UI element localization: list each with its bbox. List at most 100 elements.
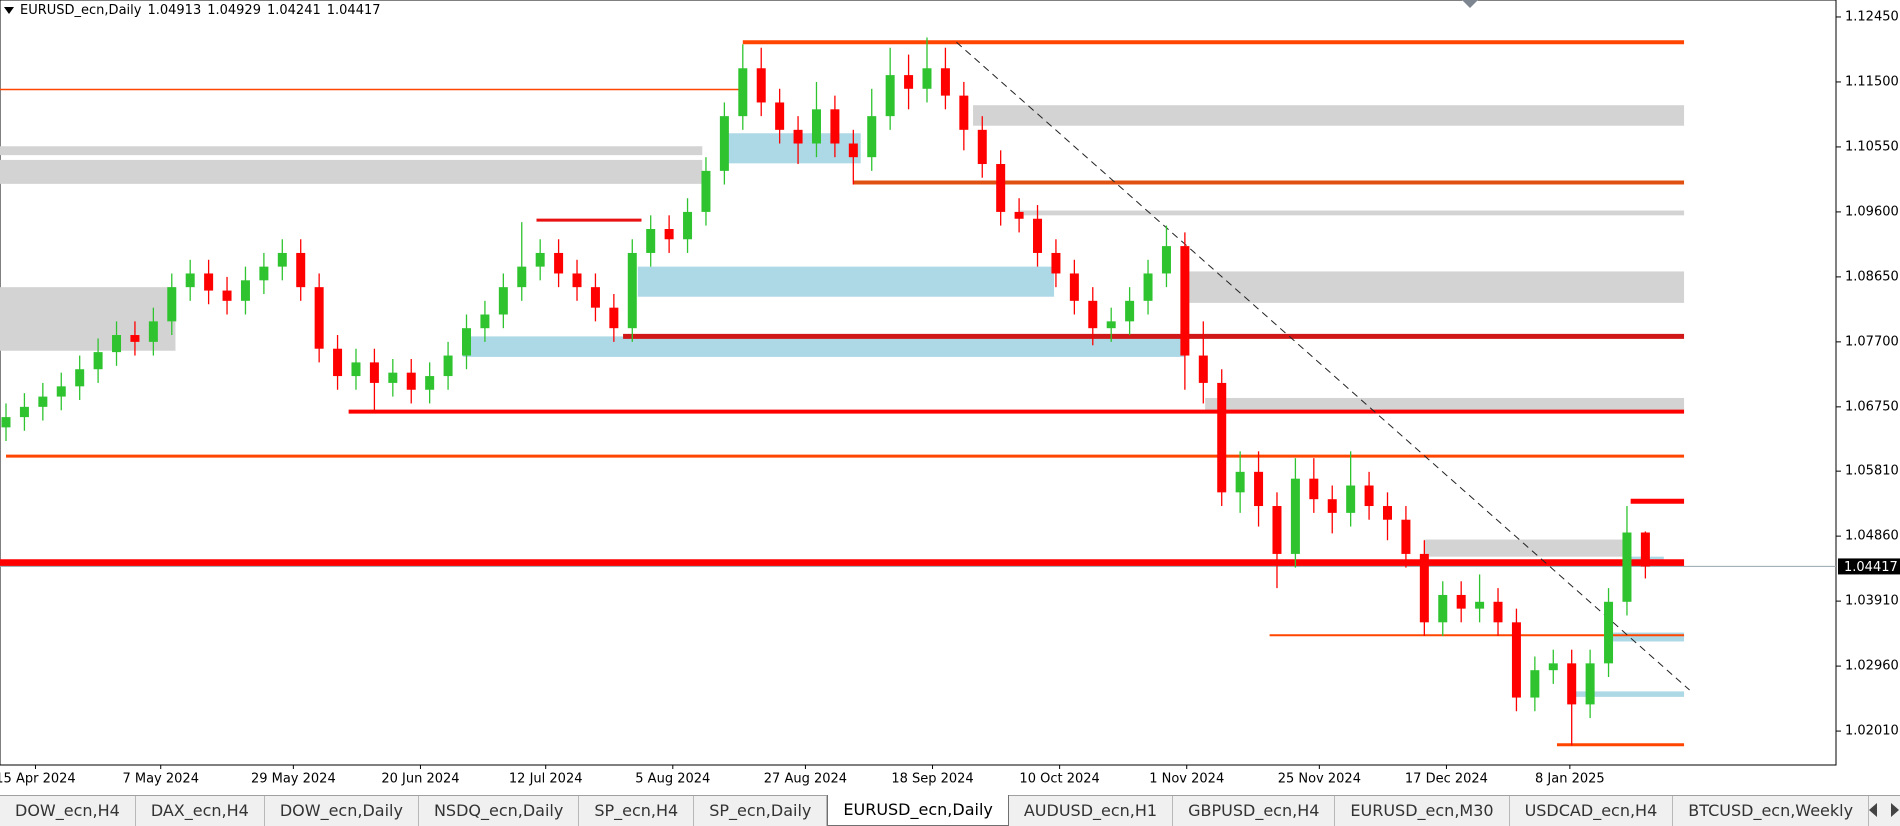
y-tick-label: 1.06750 — [1845, 399, 1899, 414]
candle-body — [1014, 211, 1024, 219]
symbol-tab[interactable]: SP_ecn,Daily — [694, 796, 828, 826]
low-value: 1.04241 — [266, 3, 321, 18]
x-tick-label: 10 Oct 2024 — [1019, 772, 1099, 787]
candle-body — [222, 290, 232, 301]
candle-body — [167, 287, 177, 322]
symbol-tab[interactable]: BTCUSD_ecn,Weekly — [1673, 796, 1870, 826]
y-tick-label: 1.02960 — [1845, 659, 1899, 674]
candle-body — [885, 75, 895, 117]
zone — [1571, 691, 1685, 697]
x-tick-label: 1 Nov 2024 — [1149, 772, 1224, 787]
scroll-left[interactable] — [1869, 803, 1878, 817]
symbol-tab[interactable]: DOW_ecn,Daily — [265, 796, 419, 826]
candle-body — [609, 307, 619, 329]
symbol-tab[interactable]: GBPUSD_ecn,H4 — [1173, 796, 1336, 826]
tab-bar: DOW_ecn,H4 DAX_ecn,H4 DOW_ecn,Daily NSDQ_ec… — [0, 795, 1900, 826]
zone — [1019, 210, 1685, 216]
zone — [0, 159, 703, 184]
candle-body — [1511, 622, 1521, 698]
plot-frame — [0, 0, 1837, 766]
open-value: 1.04913 — [147, 3, 202, 18]
menu-arrow[interactable] — [4, 7, 14, 14]
candle-body — [296, 252, 306, 288]
high-value: 1.04929 — [207, 3, 261, 18]
y-tick-label: 1.09600 — [1845, 204, 1899, 219]
candle-body — [848, 143, 858, 158]
candle-body — [1235, 471, 1245, 493]
candle-body — [1548, 663, 1558, 671]
candle-body — [959, 95, 969, 130]
candle-body — [996, 164, 1006, 212]
candle-body — [701, 170, 711, 212]
candle-body — [1493, 601, 1503, 623]
y-tick-label: 1.03910 — [1845, 594, 1899, 609]
zone — [1184, 271, 1685, 303]
zone — [1604, 632, 1685, 642]
zone — [973, 105, 1685, 126]
candle-body — [38, 396, 48, 407]
candle-body — [867, 116, 877, 158]
candle-body — [517, 266, 527, 288]
candle-body — [1143, 273, 1153, 301]
x-tick-label: 12 Jul 2024 — [509, 772, 583, 787]
scroll-right[interactable] — [1891, 803, 1900, 817]
candle-body — [19, 406, 29, 418]
candle-body — [240, 280, 250, 301]
chart-header: EURUSD_ecn,Daily 1.04913 1.04929 1.04241 1.0… — [4, 3, 381, 18]
candle-body — [388, 372, 398, 383]
candle-body — [1125, 300, 1135, 322]
candle-body — [1401, 519, 1411, 554]
candle-body — [1, 417, 11, 428]
y-tick-label: 1.10550 — [1845, 139, 1899, 154]
candle-body — [1640, 532, 1650, 567]
candle-body — [93, 352, 103, 370]
candle-body — [259, 266, 269, 281]
symbol-tab[interactable]: AUDUSD_ecn,H1 — [1009, 796, 1174, 826]
candle-body — [56, 386, 66, 397]
x-tick-label: 15 Apr 2024 — [0, 772, 76, 787]
candle-body — [185, 273, 195, 288]
symbol-tab[interactable]: EURUSD_ecn,M30 — [1335, 796, 1510, 826]
candle-body — [535, 252, 545, 267]
candle-body — [1364, 485, 1374, 507]
candle-body — [1309, 478, 1319, 500]
x-tick-label: 29 May 2024 — [251, 772, 336, 787]
symbol-tab[interactable]: DOW_ecn,H4 — [0, 796, 136, 826]
x-tick-label: 5 Aug 2024 — [635, 772, 710, 787]
candle-body — [756, 68, 766, 103]
candle-body — [75, 369, 85, 387]
symbol-tab[interactable]: DAX_ecn,H4 — [136, 796, 265, 826]
candle-body — [1567, 663, 1577, 705]
candle-body — [904, 75, 914, 89]
candle-body — [683, 211, 693, 240]
candle-body — [1180, 246, 1190, 356]
candle-body — [1272, 506, 1282, 554]
candle-body — [646, 229, 656, 253]
candle-body — [977, 129, 987, 165]
y-tick-label: 1.04860 — [1845, 529, 1899, 544]
candle-body — [719, 116, 729, 171]
candle-body — [1088, 300, 1098, 329]
symbol-tab[interactable]: EURUSD_ecn,Daily — [827, 795, 1009, 826]
candle-body — [112, 335, 122, 353]
zone — [462, 336, 1185, 357]
tab-scroll — [1869, 796, 1900, 826]
current-price-label: 1.04417 — [1844, 560, 1898, 575]
symbol-tab[interactable]: SP_ecn,H4 — [579, 796, 695, 826]
symbol-tab[interactable]: NSDQ_ecn,Daily — [419, 796, 580, 826]
candle-body — [572, 273, 582, 288]
candle-body — [1069, 273, 1079, 301]
candle-body — [204, 273, 214, 291]
candle-body — [1346, 485, 1356, 513]
y-tick-label: 1.05810 — [1845, 464, 1899, 479]
zone — [1205, 397, 1685, 412]
candle-body — [1198, 355, 1208, 383]
candle-body — [793, 129, 803, 144]
candle-body — [664, 229, 674, 240]
scroll-marker[interactable] — [1462, 0, 1478, 8]
zone — [0, 287, 176, 351]
zone — [724, 133, 861, 164]
candle-body — [333, 348, 343, 377]
symbol-tab[interactable]: USDCAD_ecn,H4 — [1510, 796, 1674, 826]
candle-body — [1438, 594, 1448, 623]
